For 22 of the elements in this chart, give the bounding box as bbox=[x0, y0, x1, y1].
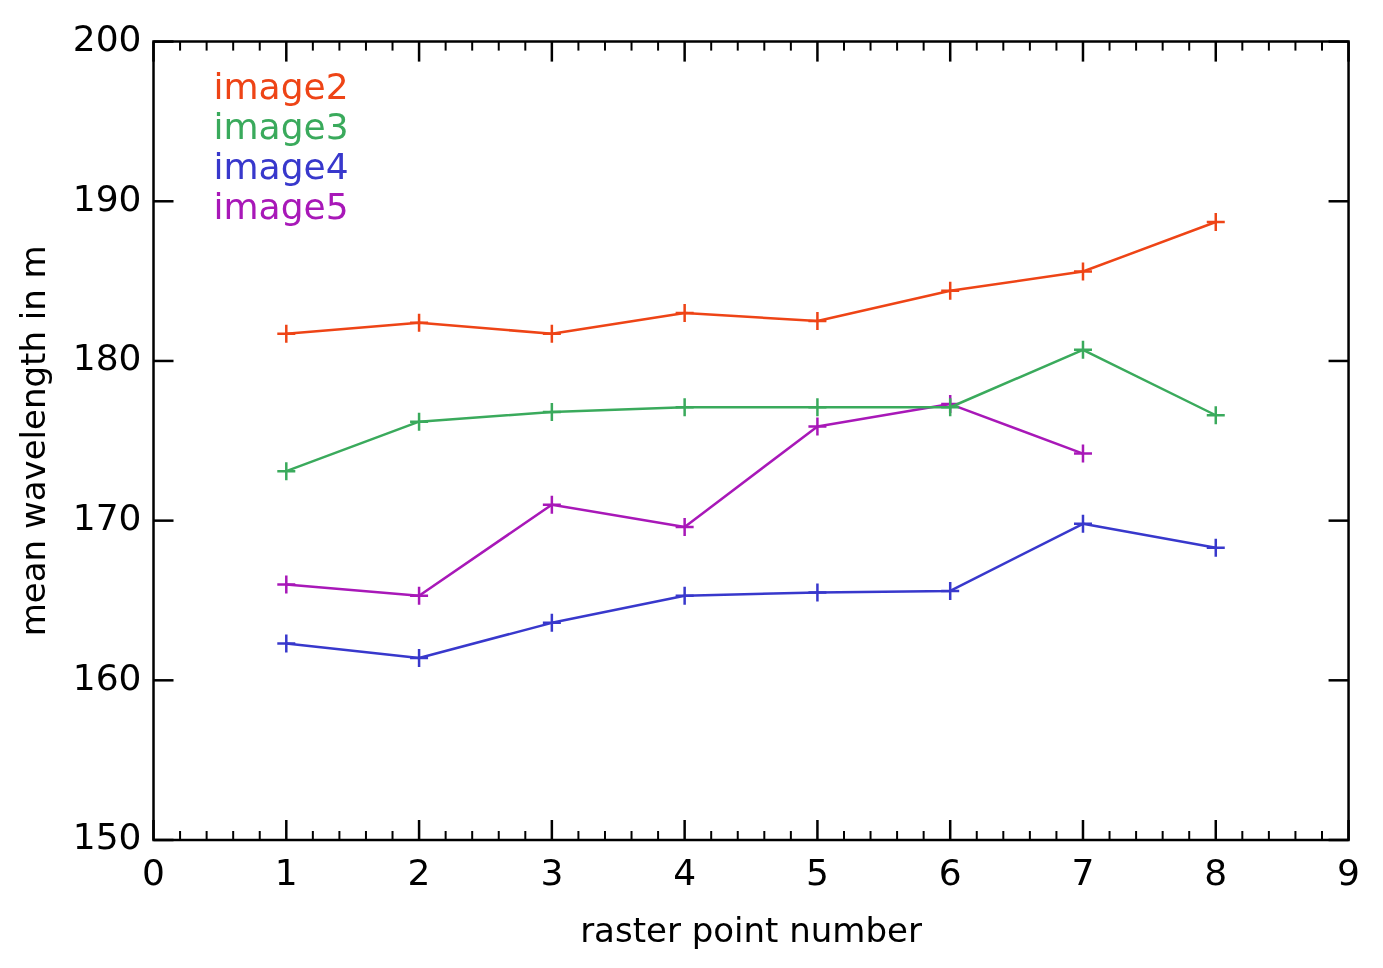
y-axis-title: mean wavelength in m bbox=[13, 245, 54, 637]
y-tick-label: 180 bbox=[72, 337, 142, 379]
text: image4 bbox=[213, 145, 349, 187]
x-tick-label: 2 bbox=[407, 851, 431, 893]
y-tick-label: 150 bbox=[72, 816, 142, 858]
text: image3 bbox=[213, 105, 349, 147]
x-tick-label: 3 bbox=[540, 851, 564, 893]
y-tick-label: 190 bbox=[72, 177, 142, 219]
x-tick-label: 9 bbox=[1337, 851, 1360, 893]
x-tick-label: 7 bbox=[1071, 851, 1095, 893]
x-tick-label: 8 bbox=[1204, 851, 1228, 893]
y-tick-label: 160 bbox=[72, 656, 142, 698]
x-tick-label: 6 bbox=[938, 851, 962, 893]
x-tick-label: 0 bbox=[142, 851, 165, 893]
x-tick-label: 4 bbox=[673, 851, 697, 893]
text: image5 bbox=[213, 185, 349, 227]
x-tick-label: 1 bbox=[274, 851, 298, 893]
x-tick-label: 5 bbox=[805, 851, 829, 893]
x-axis-title: raster point number bbox=[580, 910, 922, 951]
y-tick-label: 170 bbox=[72, 497, 142, 538]
y-tick-label: 200 bbox=[72, 17, 142, 59]
text: image2 bbox=[213, 65, 349, 107]
